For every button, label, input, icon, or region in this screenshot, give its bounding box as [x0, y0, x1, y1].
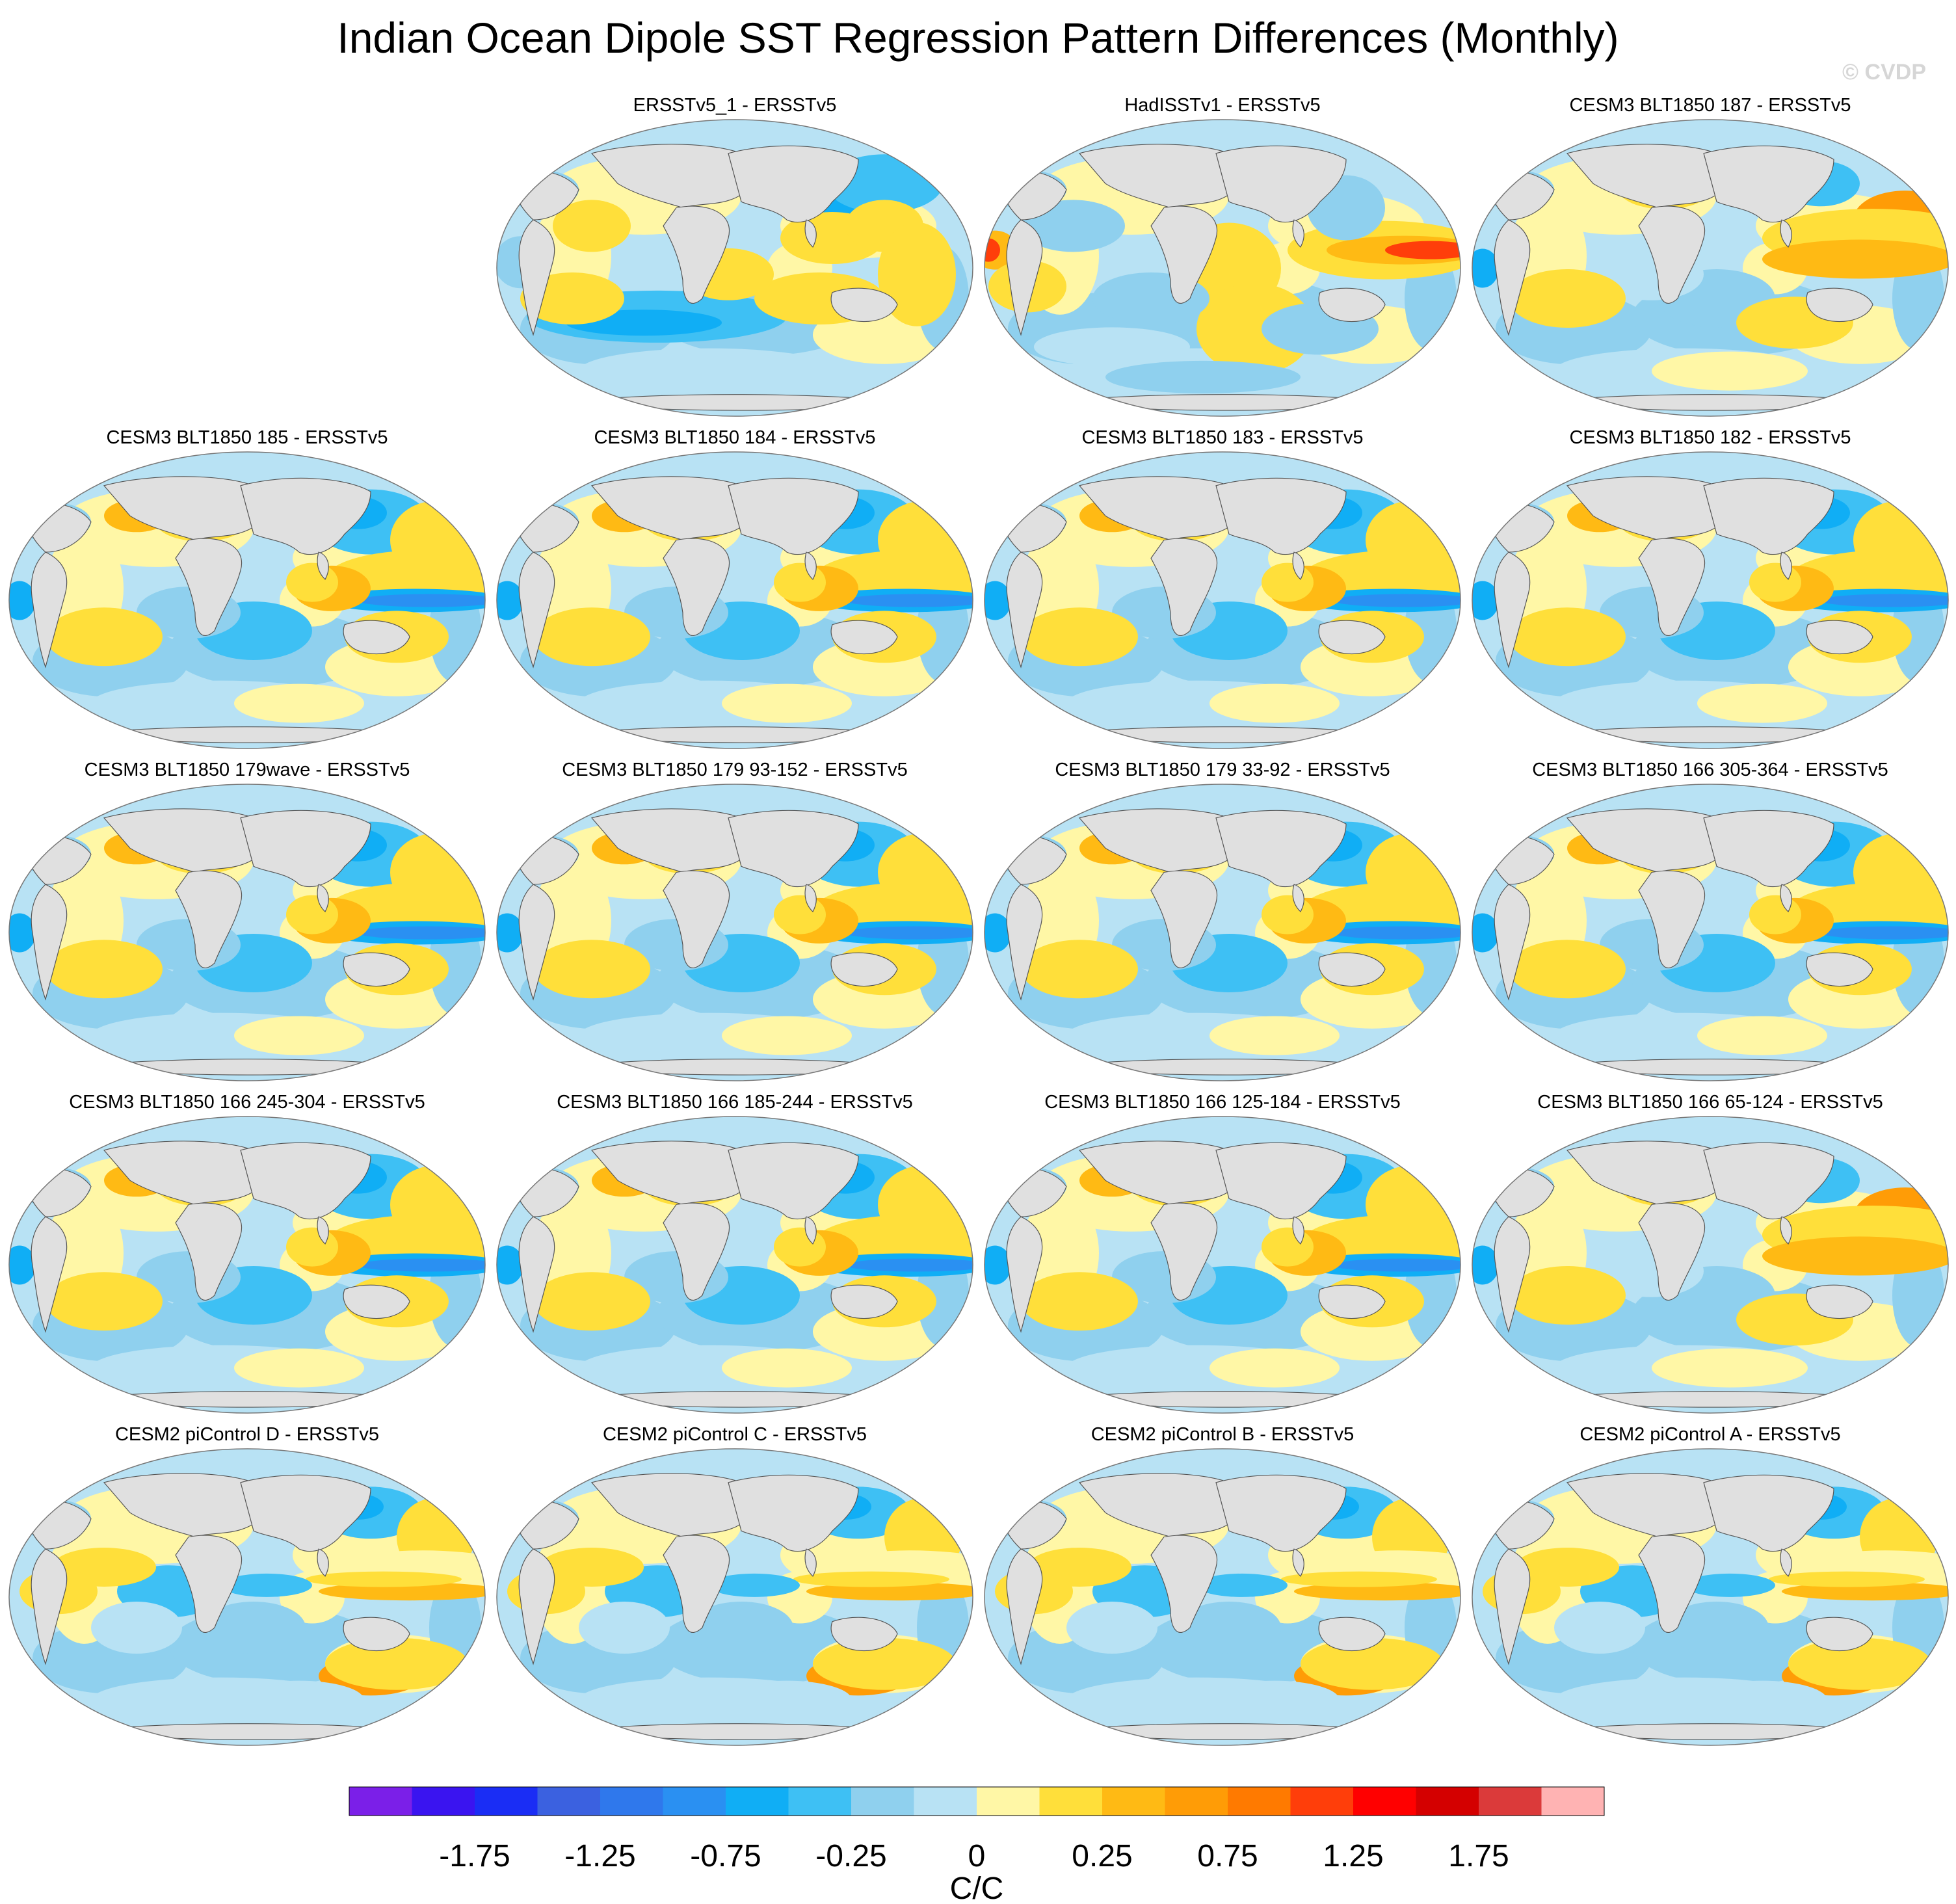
panel-title: CESM3 BLT1850 179 93-152 - ERSSTv5 — [562, 760, 908, 780]
map-panel: ERSSTv5_1 - ERSSTv5 — [494, 94, 975, 419]
world-map — [984, 784, 1461, 1081]
colorbar-tick-label: 1.75 — [1448, 1839, 1509, 1873]
map-panel: CESM3 BLT1850 187 - ERSSTv5 — [1470, 94, 1951, 419]
colorbar-swatch — [726, 1787, 789, 1816]
world-map — [8, 784, 486, 1081]
panel-title: CESM3 BLT1850 187 - ERSSTv5 — [1569, 95, 1851, 116]
world-map — [1472, 119, 1949, 417]
colorbar-tick-label: 0 — [968, 1839, 986, 1873]
colorbar-swatch — [1165, 1787, 1228, 1816]
panel-title: ERSSTv5_1 - ERSSTv5 — [633, 95, 837, 116]
world-map — [496, 784, 973, 1081]
world-map — [496, 119, 973, 417]
colorbar-swatch — [600, 1787, 663, 1816]
panel-title: HadISSTv1 - ERSSTv5 — [1124, 95, 1321, 116]
panel-title: CESM3 BLT1850 166 125-184 - ERSSTv5 — [1044, 1092, 1401, 1113]
panel-title: CESM3 BLT1850 166 65-124 - ERSSTv5 — [1537, 1092, 1883, 1113]
colorbar-tick-label: -1.75 — [439, 1839, 510, 1873]
colorbar-swatch — [851, 1787, 914, 1816]
colorbar-swatch — [1102, 1787, 1165, 1816]
colorbar-tick-label: 1.25 — [1323, 1839, 1383, 1873]
colorbar-tick-label: 0.25 — [1072, 1839, 1132, 1873]
map-panel: CESM3 BLT1850 166 305-364 - ERSSTv5 — [1470, 758, 1951, 1083]
map-panel: CESM2 piControl B - ERSSTv5 — [982, 1423, 1463, 1748]
world-map — [1472, 1116, 1949, 1414]
colorbar-swatch — [537, 1787, 600, 1816]
colorbar-swatch — [914, 1787, 977, 1816]
panel-title: CESM2 piControl A - ERSSTv5 — [1579, 1424, 1841, 1445]
colorbar-tick-label: 0.75 — [1197, 1839, 1258, 1873]
world-map — [984, 451, 1461, 749]
panel-title: CESM3 BLT1850 166 305-364 - ERSSTv5 — [1532, 760, 1888, 780]
world-map — [984, 1448, 1461, 1746]
colorbar-swatch — [1353, 1787, 1416, 1816]
map-panel: CESM3 BLT1850 166 65-124 - ERSSTv5 — [1470, 1091, 1951, 1416]
colorbar-swatch — [663, 1787, 726, 1816]
colorbar-tick-label: -0.25 — [815, 1839, 886, 1873]
world-map — [1472, 451, 1949, 749]
panel-title: CESM3 BLT1850 166 185-244 - ERSSTv5 — [557, 1092, 913, 1113]
world-map — [984, 1116, 1461, 1414]
world-map — [1472, 784, 1949, 1081]
world-map — [8, 1116, 486, 1414]
colorbar-swatch — [788, 1787, 851, 1816]
world-map — [496, 1448, 973, 1746]
panel-title: CESM3 BLT1850 179wave - ERSSTv5 — [84, 760, 410, 780]
colorbar-swatch — [1228, 1787, 1291, 1816]
map-panel: CESM2 piControl A - ERSSTv5 — [1470, 1423, 1951, 1748]
world-map — [8, 451, 486, 749]
colorbar-swatch — [1541, 1787, 1604, 1816]
panel-title: CESM3 BLT1850 166 245-304 - ERSSTv5 — [69, 1092, 425, 1113]
cvdp-watermark: © CVDP — [1842, 60, 1926, 85]
colorbar-swatch — [1039, 1787, 1102, 1816]
panel-title: CESM2 piControl D - ERSSTv5 — [114, 1424, 380, 1445]
colorbar-tick-label: -0.75 — [690, 1839, 761, 1873]
map-panel: CESM3 BLT1850 183 - ERSSTv5 — [982, 426, 1463, 751]
panel-title: CESM3 BLT1850 185 - ERSSTv5 — [106, 427, 388, 448]
panel-title: CESM2 piControl B - ERSSTv5 — [1090, 1424, 1355, 1445]
colorbar-swatch — [349, 1787, 412, 1816]
map-panel: CESM3 BLT1850 185 - ERSSTv5 — [7, 426, 488, 751]
colorbar-frame — [349, 1786, 1605, 1816]
colorbar-swatch — [1416, 1787, 1479, 1816]
colorbar-swatch — [1479, 1787, 1542, 1816]
map-panel: CESM3 BLT1850 179 33-92 - ERSSTv5 — [982, 758, 1463, 1083]
colorbar-swatch — [412, 1787, 475, 1816]
panel-title: CESM2 piControl C - ERSSTv5 — [602, 1424, 867, 1445]
colorbar-swatch — [475, 1787, 538, 1816]
map-panel: CESM3 BLT1850 179wave - ERSSTv5 — [7, 758, 488, 1083]
colorbar-tick-label: -1.25 — [564, 1839, 635, 1873]
colorbar: -1.75 -1.25 -0.75 -0.25 0 0.25 0.75 1.25 1.75 C/C — [349, 1786, 1605, 1904]
colorbar-swatch — [977, 1787, 1040, 1816]
panel-title: CESM3 BLT1850 184 - ERSSTv5 — [594, 427, 876, 448]
map-panel: CESM2 piControl C - ERSSTv5 — [494, 1423, 975, 1748]
map-panel: CESM3 BLT1850 179 93-152 - ERSSTv5 — [494, 758, 975, 1083]
colorbar-swatch — [1290, 1787, 1353, 1816]
world-map — [496, 451, 973, 749]
panel-title: CESM3 BLT1850 179 33-92 - ERSSTv5 — [1055, 760, 1390, 780]
world-map — [984, 119, 1461, 417]
map-panel: CESM3 BLT1850 184 - ERSSTv5 — [494, 426, 975, 751]
map-panel: HadISSTv1 - ERSSTv5 — [982, 94, 1463, 419]
map-panel: CESM3 BLT1850 166 245-304 - ERSSTv5 — [7, 1091, 488, 1416]
map-panel: CESM3 BLT1850 166 185-244 - ERSSTv5 — [494, 1091, 975, 1416]
panel-title: CESM3 BLT1850 183 - ERSSTv5 — [1081, 427, 1364, 448]
map-panel: CESM3 BLT1850 182 - ERSSTv5 — [1470, 426, 1951, 751]
map-panel: CESM3 BLT1850 166 125-184 - ERSSTv5 — [982, 1091, 1463, 1416]
panel-title: CESM3 BLT1850 182 - ERSSTv5 — [1569, 427, 1851, 448]
figure-title: Indian Ocean Dipole SST Regression Patte… — [337, 14, 1619, 62]
world-map — [496, 1116, 973, 1414]
colorbar-units: C/C — [950, 1871, 1004, 1904]
world-map — [1472, 1448, 1949, 1746]
map-panel: CESM2 piControl D - ERSSTv5 — [7, 1423, 488, 1748]
world-map — [8, 1448, 486, 1746]
